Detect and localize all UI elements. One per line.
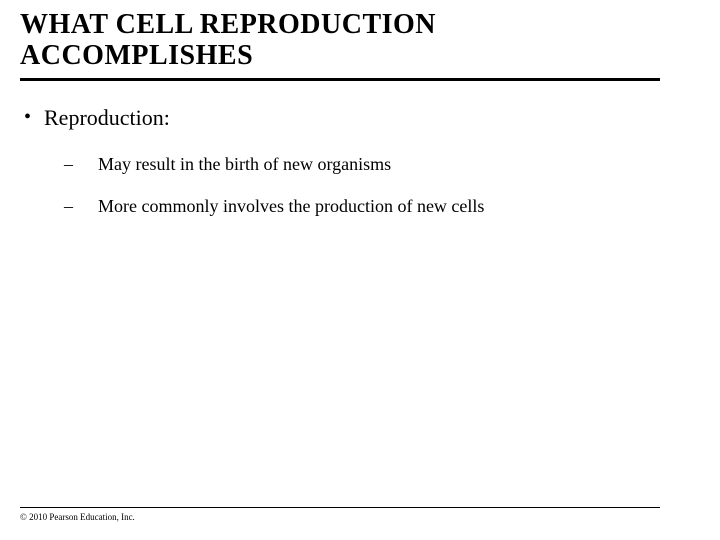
bullet-marker: •	[20, 105, 44, 129]
sub-bullet-item: – More commonly involves the production …	[62, 195, 700, 218]
footer-rule	[20, 507, 660, 508]
sub-bullet-list: – May result in the birth of new organis…	[62, 153, 700, 218]
slide-title: WHAT CELL REPRODUCTION ACCOMPLISHES	[20, 10, 660, 81]
slide-footer: © 2010 Pearson Education, Inc.	[20, 507, 660, 522]
bullet-text: Reproduction:	[44, 105, 170, 131]
sub-bullet-item: – May result in the birth of new organis…	[62, 153, 700, 176]
slide-body: • Reproduction: – May result in the birt…	[20, 105, 700, 218]
sub-bullet-marker: –	[62, 195, 98, 218]
slide: WHAT CELL REPRODUCTION ACCOMPLISHES • Re…	[0, 0, 720, 540]
copyright-text: © 2010 Pearson Education, Inc.	[20, 512, 660, 522]
bullet-item: • Reproduction:	[20, 105, 700, 131]
sub-bullet-text: More commonly involves the production of…	[98, 195, 484, 218]
sub-bullet-marker: –	[62, 153, 98, 176]
sub-bullet-text: May result in the birth of new organisms	[98, 153, 391, 176]
